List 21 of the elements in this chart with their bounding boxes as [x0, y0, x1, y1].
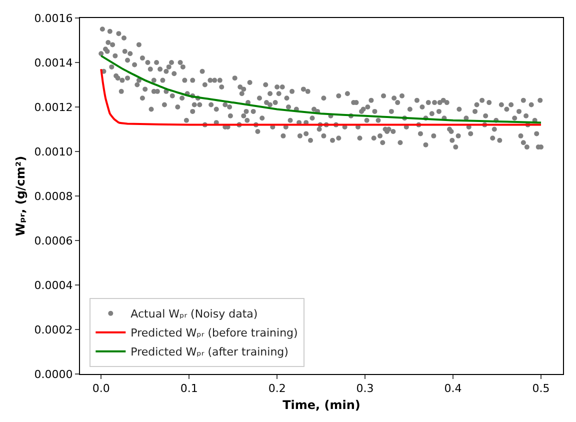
- x-tick-label: 0.5: [532, 382, 550, 396]
- x-tick-label: 0.1: [180, 382, 198, 396]
- y-tick-label: 0.0002: [34, 323, 73, 336]
- legend-label: Actual Wₚᵣ (Noisy data): [130, 308, 258, 321]
- y-tick-label: 0.0012: [34, 100, 73, 114]
- y-tick-label: 0.0014: [34, 56, 73, 70]
- y-tick-label: 0.0016: [34, 12, 73, 25]
- y-tick-label: 0.0000: [34, 368, 73, 381]
- y-tick-label: 0.0004: [34, 278, 73, 292]
- y-tick-label: 0.0010: [34, 145, 73, 158]
- x-tick-label: 0.4: [444, 382, 462, 396]
- x-tick-label: 0.0: [92, 382, 110, 396]
- line-series: [100, 68, 542, 126]
- x-axis-title: Time, (min): [282, 398, 360, 412]
- y-tick-label: 0.0006: [34, 234, 73, 248]
- legend-label: Predicted Wₚᵣ (after training): [130, 346, 288, 359]
- x-tick-label: 0.2: [268, 382, 286, 396]
- y-tick-label: 0.0008: [34, 190, 73, 203]
- y-axis-title: Wₚᵣ, (g/cm²): [14, 156, 28, 236]
- x-tick-label: 0.3: [356, 382, 374, 396]
- legend-label: Predicted Wₚᵣ (before training): [130, 326, 298, 340]
